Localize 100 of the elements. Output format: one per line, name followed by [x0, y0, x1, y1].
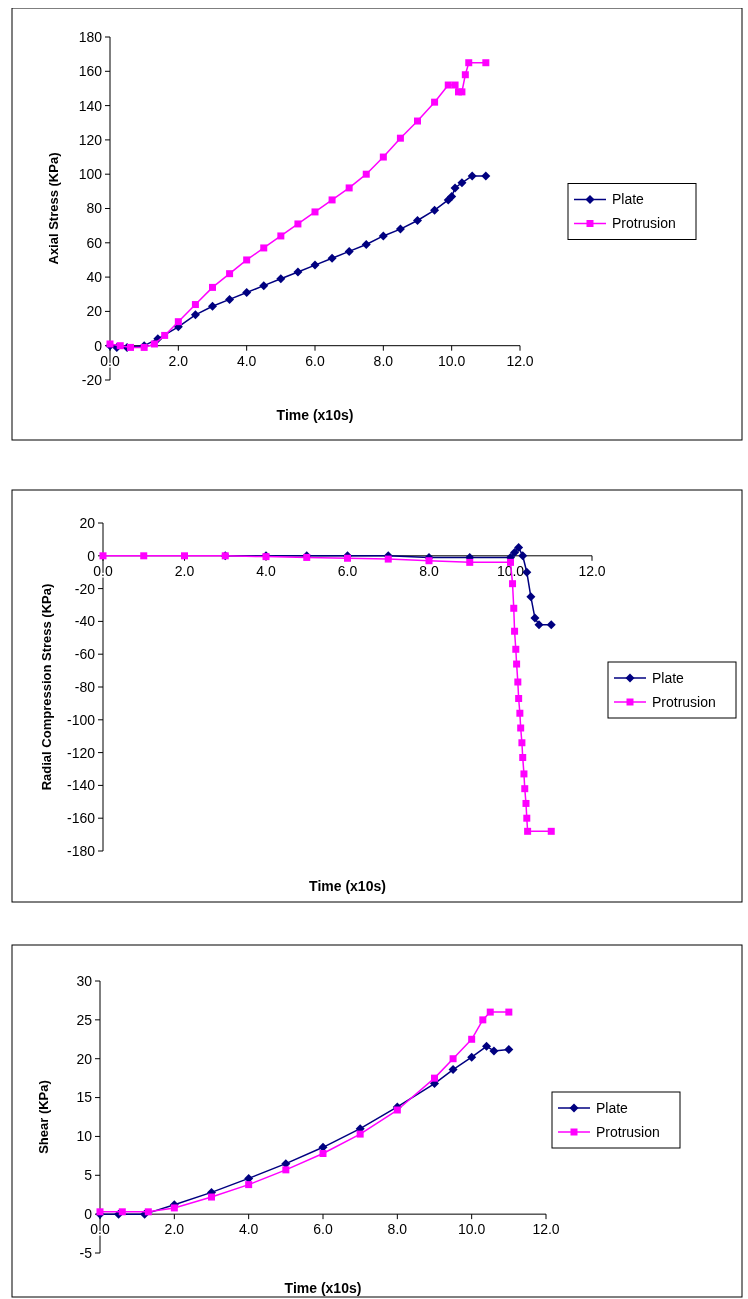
y-tick-label: -100 — [66, 711, 96, 728]
point — [310, 260, 320, 270]
x-tick-label: 0.0 — [93, 562, 113, 579]
y-tick-label: 15 — [76, 1089, 93, 1106]
x-tick-label: 0.0 — [100, 352, 120, 369]
x-tick-label: 6.0 — [305, 352, 325, 369]
x-tick-label: 12.0 — [532, 1221, 560, 1238]
point — [396, 134, 404, 142]
point — [311, 208, 319, 216]
point — [450, 183, 460, 193]
point — [293, 267, 303, 277]
legend-label: Protrusion — [612, 215, 676, 232]
point — [414, 117, 421, 125]
y-tick-label: 120 — [78, 131, 103, 148]
point — [547, 827, 555, 835]
point — [276, 274, 286, 284]
point — [170, 1204, 178, 1212]
y-tick-label: 140 — [78, 97, 103, 114]
point — [361, 240, 371, 250]
point — [413, 216, 422, 226]
y-tick-label: 180 — [78, 28, 103, 45]
point — [327, 253, 337, 263]
point — [447, 192, 457, 201]
point — [140, 552, 148, 560]
point — [191, 301, 199, 309]
y-tick-label: -60 — [74, 646, 96, 663]
point — [509, 580, 517, 588]
point — [546, 620, 556, 630]
point — [513, 660, 521, 668]
point — [514, 543, 524, 553]
point — [458, 88, 466, 96]
point — [225, 294, 235, 304]
point — [378, 231, 388, 241]
y-tick-label: -160 — [66, 810, 96, 827]
x-tick-label: 2.0 — [164, 1221, 185, 1238]
point — [282, 1166, 290, 1174]
point — [116, 342, 124, 350]
y-tick-label: 10 — [76, 1128, 93, 1145]
point — [208, 301, 217, 311]
y-tick-label: 0 — [84, 1206, 93, 1223]
point — [430, 205, 440, 215]
y-tick-label: 80 — [86, 200, 103, 217]
x-tick-label: 6.0 — [313, 1221, 333, 1238]
y-tick-label: -120 — [66, 744, 96, 761]
point — [294, 220, 302, 228]
point — [524, 827, 532, 835]
point — [118, 1208, 126, 1216]
point — [526, 592, 536, 602]
point — [523, 814, 531, 822]
point — [511, 627, 519, 635]
x-axis-title: Time (x10s) — [309, 878, 386, 894]
point — [466, 558, 474, 566]
point — [467, 1052, 477, 1062]
point — [444, 81, 452, 89]
point — [510, 548, 520, 558]
x-tick-label: 6.0 — [337, 562, 358, 579]
point — [344, 246, 354, 256]
x-tick-label: 4.0 — [236, 352, 257, 369]
point — [379, 153, 387, 161]
point — [395, 224, 405, 234]
point — [245, 1181, 253, 1189]
x-tick-label: 2.0 — [168, 352, 189, 369]
point — [362, 170, 370, 178]
point — [468, 1035, 476, 1043]
x-axis-title: Time (x10s) — [276, 407, 354, 423]
y-tick-label: 20 — [86, 303, 103, 320]
x-tick-label: 0.0 — [90, 1221, 110, 1238]
point — [465, 59, 473, 67]
point — [461, 71, 469, 79]
point — [448, 1065, 458, 1075]
y-tick-label: 5 — [84, 1167, 93, 1184]
point — [451, 81, 459, 89]
x-tick-label: 8.0 — [387, 1221, 408, 1238]
point — [522, 799, 530, 807]
x-tick-label: 10.0 — [458, 1221, 486, 1238]
point — [489, 1046, 499, 1056]
point — [534, 620, 544, 630]
legend-label: Plate — [652, 669, 685, 686]
y-tick-label: -180 — [66, 842, 96, 859]
point — [521, 785, 529, 793]
point — [457, 178, 467, 188]
point — [510, 604, 518, 612]
y-tick-label: -20 — [81, 371, 103, 388]
point — [161, 331, 169, 339]
y-tick-label: 60 — [86, 234, 103, 251]
y-tick-label: 20 — [79, 514, 96, 531]
y-tick-label: 20 — [76, 1050, 93, 1067]
y-tick-label: 0 — [94, 337, 103, 354]
x-tick-label: 4.0 — [256, 562, 276, 579]
point — [467, 171, 477, 181]
point — [319, 1150, 327, 1158]
point — [243, 256, 251, 264]
point — [356, 1130, 364, 1138]
point — [519, 754, 527, 762]
point — [260, 244, 268, 252]
point — [190, 310, 200, 320]
point — [505, 1008, 513, 1016]
point — [208, 1193, 215, 1201]
y-tick-label: -80 — [74, 678, 96, 695]
legend-label: Protrusion — [596, 1123, 660, 1140]
